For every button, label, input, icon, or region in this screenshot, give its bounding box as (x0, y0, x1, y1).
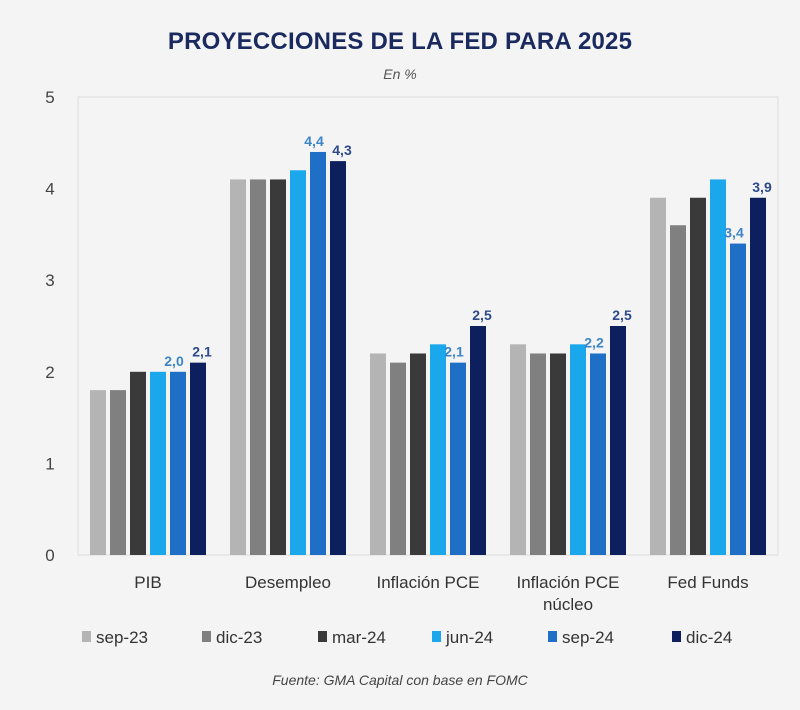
data-label: 2,1 (192, 344, 212, 360)
legend-swatch-mar-24 (318, 631, 327, 642)
bar-dic-24 (610, 326, 626, 555)
legend-label: sep-23 (96, 628, 148, 647)
x-tick-label: Desempleo (245, 573, 331, 592)
chart-subtitle: En % (383, 66, 417, 82)
legend-swatch-jun-24 (432, 631, 441, 642)
legend-label: sep-24 (562, 628, 614, 647)
y-tick-label: 3 (45, 271, 54, 290)
data-label: 4,4 (304, 133, 324, 149)
bar-jun-24 (290, 170, 306, 555)
bar-dic-23 (530, 353, 546, 555)
bar-sep-24 (310, 151, 326, 555)
bar-jun-24 (570, 344, 586, 555)
x-tick-label: Fed Funds (667, 573, 748, 592)
bar-dic-23 (390, 362, 406, 555)
x-tick-label: núcleo (543, 595, 593, 614)
data-label: 2,1 (444, 344, 464, 360)
y-tick-label: 4 (45, 180, 54, 199)
x-tick-label: Inflación PCE (377, 573, 480, 592)
bar-dic-23 (670, 225, 686, 556)
bar-sep-24 (730, 243, 746, 555)
bar-mar-24 (130, 371, 146, 555)
bar-jun-24 (430, 344, 446, 555)
chart-source: Fuente: GMA Capital con base en FOMC (272, 672, 528, 688)
data-label: 2,5 (612, 307, 632, 323)
bar-sep-24 (590, 353, 606, 555)
legend-label: jun-24 (445, 628, 493, 647)
legend-swatch-dic-23 (202, 631, 211, 642)
bar-sep-23 (370, 353, 386, 555)
y-tick-label: 1 (45, 454, 54, 473)
legend-swatch-dic-24 (672, 631, 681, 642)
data-label: 2,0 (164, 353, 184, 369)
legend-swatch-sep-23 (82, 631, 91, 642)
legend-label: dic-23 (216, 628, 262, 647)
bar-dic-24 (470, 326, 486, 555)
bar-dic-23 (110, 390, 126, 555)
bar-sep-23 (90, 390, 106, 555)
data-label: 2,5 (472, 307, 492, 323)
bar-dic-24 (750, 197, 766, 555)
x-tick-label: Inflación PCE (517, 573, 620, 592)
data-label: 2,2 (584, 334, 604, 350)
bar-sep-24 (170, 371, 186, 555)
chart-title: PROYECCIONES DE LA FED PARA 2025 (167, 28, 633, 55)
legend-swatch-sep-24 (548, 631, 557, 642)
bar-dic-23 (250, 179, 266, 555)
y-tick-label: 5 (45, 88, 54, 107)
bar-mar-24 (410, 353, 426, 555)
bar-mar-24 (270, 179, 286, 555)
y-tick-label: 2 (45, 363, 54, 382)
bar-sep-23 (230, 179, 246, 555)
bar-jun-24 (150, 371, 166, 555)
plot-area (77, 96, 779, 556)
legend-label: mar-24 (332, 628, 386, 647)
y-tick-label: 0 (45, 546, 54, 565)
x-tick-label: PIB (134, 573, 161, 592)
bar-sep-24 (450, 362, 466, 555)
bar-dic-24 (330, 161, 346, 555)
bar-sep-23 (650, 197, 666, 555)
bar-mar-24 (550, 353, 566, 555)
data-label: 4,3 (332, 142, 352, 158)
bar-mar-24 (690, 197, 706, 555)
bar-dic-24 (190, 362, 206, 555)
bar-jun-24 (710, 179, 726, 555)
data-label: 3,4 (724, 225, 744, 241)
data-label: 3,9 (752, 179, 772, 195)
legend-label: dic-24 (686, 628, 732, 647)
bar-sep-23 (510, 344, 526, 555)
